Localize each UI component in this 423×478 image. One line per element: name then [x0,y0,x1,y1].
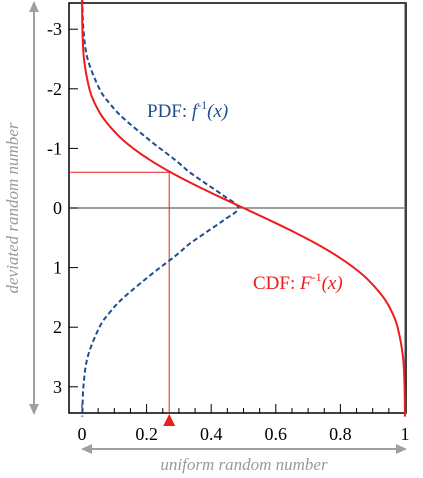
pdf-label-prefix: PDF: [147,101,192,122]
cdf-label-sup: -1 [312,270,322,284]
cdf-label-func: F [299,273,312,294]
x-tick-label: 0.2 [135,424,158,444]
x-title-arrow-head-right [396,444,407,454]
y-title-arrow-head-top [29,1,39,12]
y-tick-label: 0 [53,198,62,218]
cdf-label: CDF: F-1(x) [253,270,343,294]
cdf-label-arg: (x) [322,273,343,294]
sample-marker [163,414,176,426]
axes-group [29,1,407,454]
cdf-curve [81,0,406,417]
pdf-label-func: f [192,101,200,122]
y-tick-label: 1 [53,258,62,278]
y-axis-title: deviated random number [3,122,22,293]
curves-group [69,0,406,426]
y-tick-label: 3 [53,377,62,397]
y-tick-label: 2 [53,317,62,337]
x-title-arrow-head-left [81,444,92,454]
x-tick-label: 0.8 [329,424,352,444]
pdf-label: PDF: f-1(x) [147,98,228,122]
y-title-arrow-head-bottom [29,404,39,415]
x-tick-label: 0.4 [200,424,223,444]
x-axis-title: uniform random number [160,455,328,474]
pdf-curve [81,0,240,417]
pdf-label-sup: -1 [197,98,207,112]
cdf-label-prefix: CDF: [253,273,300,294]
x-tick-label: 1 [401,424,410,444]
y-tick-label: -3 [47,19,62,39]
pdf-label-arg: (x) [207,101,228,122]
y-tick-label: -1 [47,138,62,158]
y-tick-label: -2 [47,79,62,99]
x-tick-label: 0 [78,424,87,444]
labels-group: 0 0.2 0.4 0.6 0.8 1 -3 -2 -1 0 1 2 3 [47,19,410,444]
x-tick-label: 0.6 [265,424,288,444]
